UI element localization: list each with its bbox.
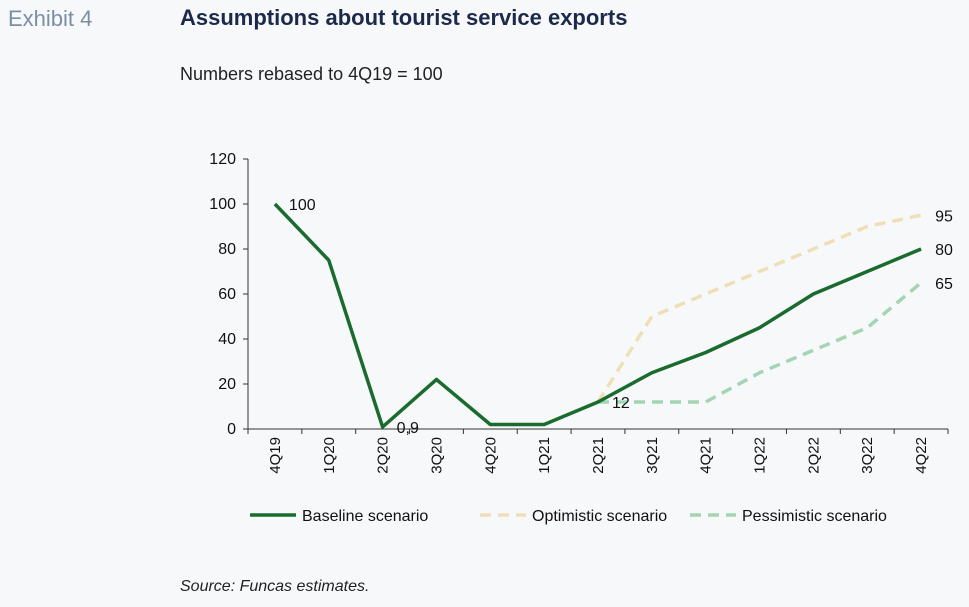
data-label: 0,9 <box>397 420 419 437</box>
x-tick-label: 2Q20 <box>375 437 392 474</box>
y-tick-label: 0 <box>227 421 236 438</box>
chart-source: Source: Funcas estimates. <box>180 578 370 595</box>
data-label: 65 <box>935 276 953 293</box>
y-tick-label: 20 <box>218 376 236 393</box>
legend-label: Pessimistic scenario <box>742 508 887 525</box>
data-label: 100 <box>289 197 316 214</box>
y-tick-label: 120 <box>209 151 236 168</box>
x-tick-label: 2Q21 <box>590 437 607 474</box>
legend-label: Baseline scenario <box>302 508 428 525</box>
y-tick-label: 80 <box>218 241 236 258</box>
x-tick-label: 1Q21 <box>536 437 553 474</box>
x-tick-label: 4Q22 <box>913 437 930 474</box>
legend-label: Optimistic scenario <box>532 508 667 525</box>
x-tick-label: 2Q22 <box>805 437 822 474</box>
y-tick-label: 100 <box>209 196 236 213</box>
data-label: 80 <box>935 242 953 259</box>
y-tick-label: 40 <box>218 331 236 348</box>
x-tick-label: 4Q21 <box>698 437 715 474</box>
x-tick-label: 3Q21 <box>644 437 661 474</box>
series-line-optimistic-scenario <box>596 213 922 403</box>
chart-subtitle: Numbers rebased to 4Q19 = 100 <box>180 64 443 84</box>
y-tick-label: 60 <box>218 286 236 303</box>
x-tick-label: 3Q20 <box>428 437 445 474</box>
series-line-pessimistic-scenario <box>598 281 923 404</box>
data-label: 95 <box>935 208 953 225</box>
x-tick-label: 3Q22 <box>859 437 876 474</box>
x-tick-label: 1Q22 <box>752 437 769 474</box>
data-label: 12 <box>612 395 630 412</box>
series-line-baseline-scenario <box>273 202 922 429</box>
chart-title: Assumptions about tourist service export… <box>180 5 628 30</box>
exhibit-label: Exhibit 4 <box>8 6 93 31</box>
x-tick-label: 4Q19 <box>267 437 284 474</box>
x-tick-label: 4Q20 <box>482 437 499 474</box>
x-tick-label: 1Q20 <box>321 437 338 474</box>
